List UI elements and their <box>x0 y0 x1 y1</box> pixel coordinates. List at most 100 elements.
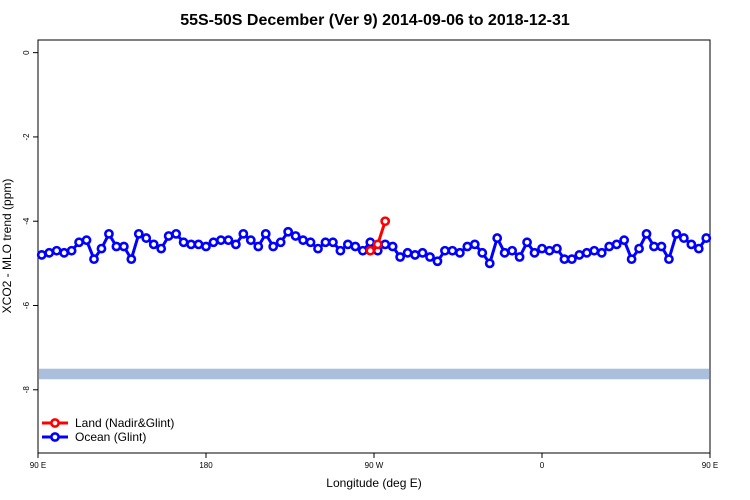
data-point <box>589 245 600 256</box>
data-point <box>634 243 644 254</box>
data-point <box>171 228 182 239</box>
data-point <box>335 245 346 256</box>
land-band <box>39 368 709 380</box>
data-point <box>126 254 137 265</box>
y-tick-label: -4 <box>22 217 31 225</box>
data-point <box>313 243 323 254</box>
data-point <box>350 241 361 252</box>
data-point <box>507 245 518 256</box>
data-point <box>178 237 189 248</box>
data-point <box>163 231 174 241</box>
legend: Land (Nadir&Glint)Ocean (Glint) <box>42 416 174 444</box>
data-point <box>462 241 473 252</box>
data-point <box>186 239 196 250</box>
data-point <box>596 247 607 258</box>
data-point <box>619 235 630 246</box>
data-point <box>223 235 234 246</box>
y-tick-label: -8 <box>22 386 31 394</box>
x-axis: 90 E 180 90 W 0 90 E <box>30 453 718 470</box>
series-land <box>365 216 391 256</box>
data-point <box>118 241 129 252</box>
data-point <box>36 250 47 260</box>
data-point <box>686 239 697 250</box>
data-point <box>559 254 570 265</box>
data-point <box>193 239 204 250</box>
data-point <box>477 247 488 258</box>
data-point <box>469 239 480 250</box>
data-point <box>305 237 316 248</box>
data-point <box>656 241 667 252</box>
data-point <box>447 245 458 256</box>
y-axis-label: XCO2 - MLO trend (ppm) <box>0 179 14 314</box>
legend-label: Ocean (Glint) <box>75 430 146 444</box>
y-tick-label: 0 <box>22 50 31 55</box>
data-point <box>342 239 353 250</box>
data-point <box>492 233 503 243</box>
data-point <box>395 252 406 262</box>
data-point <box>268 241 279 252</box>
data-point <box>664 254 674 265</box>
data-point <box>51 245 62 256</box>
x-tick-label: 0 <box>540 461 545 470</box>
data-point <box>111 241 122 252</box>
data-point <box>514 252 525 262</box>
data-point <box>44 247 55 258</box>
data-point <box>581 247 592 258</box>
data-point <box>649 241 659 252</box>
data-point <box>425 252 435 262</box>
y-tick-label: -2 <box>22 133 31 141</box>
data-point <box>604 241 615 252</box>
data-point <box>671 228 682 239</box>
data-point <box>74 237 84 248</box>
data-point <box>230 239 241 250</box>
x-tick-label: 90 W <box>365 461 384 470</box>
data-point <box>365 237 376 248</box>
data-point <box>275 237 286 248</box>
data-point <box>499 247 510 258</box>
data-point <box>544 245 555 256</box>
data-point <box>283 226 294 237</box>
x-tick-label: 90 E <box>30 461 46 470</box>
series-ocean <box>36 226 712 269</box>
data-point <box>89 254 99 265</box>
data-point <box>440 245 450 256</box>
data-point <box>693 243 704 254</box>
data-point <box>260 228 271 239</box>
data-point <box>59 247 70 258</box>
data-point <box>410 250 420 260</box>
data-point <box>537 243 547 254</box>
data-point <box>484 258 495 269</box>
data-point <box>253 241 264 252</box>
data-point <box>104 228 114 239</box>
data-point <box>387 241 398 252</box>
data-point <box>66 245 77 256</box>
data-point <box>201 241 211 252</box>
data-point <box>238 228 249 239</box>
data-point <box>522 237 532 248</box>
data-point <box>328 237 338 248</box>
data-point <box>641 228 652 239</box>
data-point <box>96 243 107 254</box>
data-point <box>156 243 167 254</box>
data-point <box>208 237 219 248</box>
data-point <box>380 239 391 250</box>
chart-title: 55S-50S December (Ver 9) 2014-09-06 to 2… <box>180 12 570 29</box>
data-point <box>357 245 368 256</box>
series-layer <box>36 216 712 269</box>
data-point <box>290 231 301 241</box>
y-axis: 0 -2 -4 -6 -8 <box>22 50 38 393</box>
x-axis-label: Longitude (deg E) <box>326 476 421 490</box>
x-tick-label: 180 <box>199 461 213 470</box>
data-point <box>552 243 562 254</box>
data-point <box>380 216 391 227</box>
x-tick-label: 90 E <box>702 461 718 470</box>
data-point <box>133 228 144 239</box>
legend-marker <box>50 432 60 442</box>
data-point <box>148 239 159 250</box>
data-point <box>141 233 152 243</box>
data-point <box>365 245 376 256</box>
data-point <box>372 239 383 250</box>
data-point <box>529 247 540 258</box>
data-point <box>611 239 622 250</box>
y-tick-label: -6 <box>22 301 31 309</box>
